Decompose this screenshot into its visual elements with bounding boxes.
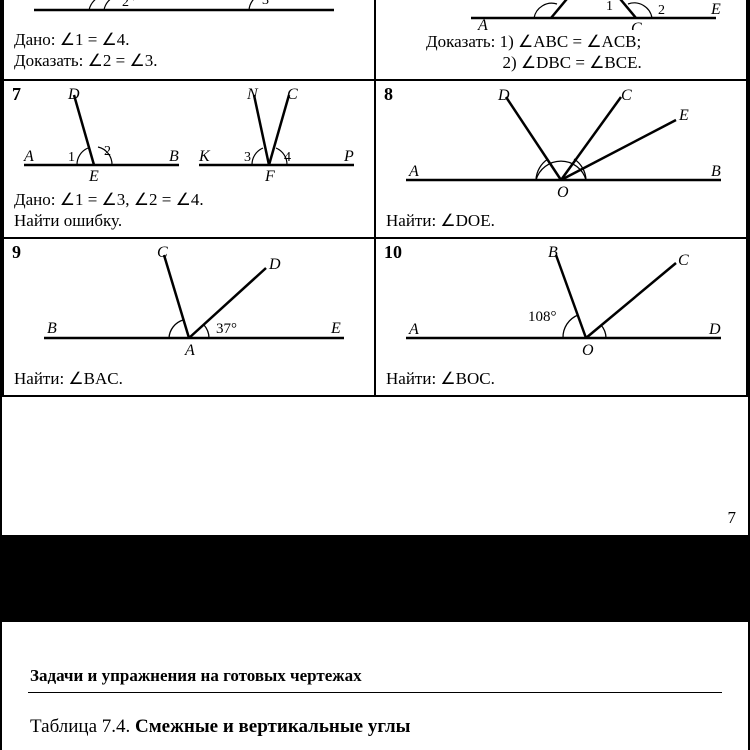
label-angle2: 2 [122, 0, 129, 10]
pt-E: E [88, 168, 99, 185]
label-a3: 3 [244, 150, 251, 165]
pt-C: C [157, 244, 168, 261]
label-a2: 2 [658, 3, 665, 18]
pt-F: F [264, 168, 275, 185]
pt-C: C [631, 20, 642, 30]
footer-rule [28, 692, 722, 693]
caption-10: Найти: ∠BOC. [386, 368, 495, 389]
diagram-6-tail: A C E 1 2 [376, 0, 746, 30]
pt-B: B [711, 163, 721, 180]
page: 2 3 Дано: ∠1 = ∠4. Доказать: ∠2 = ∠3. [0, 0, 750, 750]
diagram-8: A B O D C E [376, 85, 746, 205]
pt-B: B [47, 320, 57, 337]
label-a4: 4 [284, 150, 291, 165]
pt-P: P [343, 148, 354, 165]
pt-E: E [330, 320, 341, 337]
diagram-5-tail: 2 3 [4, 0, 369, 30]
pt-A: A [184, 342, 195, 359]
cell-6-tail: A C E 1 2 Доказать: 1) ∠ABC = ∠ACB; 2) ∠… [375, 0, 747, 80]
pt-C: C [287, 86, 298, 103]
pt-D: D [268, 256, 281, 273]
text-prove2: 2) ∠DBC = ∠BCE. [426, 53, 642, 72]
pt-O: O [582, 342, 594, 359]
cell-7: 7 A B D E 1 2 [3, 80, 375, 238]
caption-5: Дано: ∠1 = ∠4. Доказать: ∠2 = ∠3. [14, 29, 157, 72]
pt-B: B [548, 244, 558, 261]
pt-A: A [408, 321, 419, 338]
caption-9: Найти: ∠BAC. [14, 368, 123, 389]
pt-C: C [678, 252, 689, 269]
upper-area: 2 3 Дано: ∠1 = ∠4. Доказать: ∠2 = ∠3. [2, 0, 748, 535]
pt-E: E [678, 107, 689, 124]
pt-N: N [246, 86, 259, 103]
angle-val: 108° [528, 309, 557, 325]
pt-D: D [708, 321, 721, 338]
diagram-10: 108° A D O B C [376, 243, 746, 363]
pt-O: O [557, 184, 569, 201]
pt-E: E [710, 1, 721, 18]
lower-area: Задачи и упражнения на готовых чертежах … [2, 622, 748, 750]
pt-C: C [621, 87, 632, 104]
footer-line2: Таблица 7.4. Смежные и вертикальные углы [30, 716, 411, 738]
text-given: Дано: ∠1 = ∠4. [14, 30, 130, 49]
problem-grid: 2 3 Дано: ∠1 = ∠4. Доказать: ∠2 = ∠3. [2, 0, 748, 397]
label-a1: 1 [606, 0, 613, 14]
text-task: Найти: ∠BAC. [14, 369, 123, 388]
text-prove: Доказать: ∠2 = ∠3. [14, 51, 157, 70]
pt-D: D [497, 87, 510, 104]
cell-5-tail: 2 3 Дано: ∠1 = ∠4. Доказать: ∠2 = ∠3. [3, 0, 375, 80]
angle-val: 37° [216, 321, 237, 337]
pt-A: A [408, 163, 419, 180]
text-task: Найти: ∠BOC. [386, 369, 495, 388]
footer-bold: Смежные и вертикальные углы [135, 716, 410, 737]
cell-8: 8 A B O D C E [375, 80, 747, 238]
pt-B: B [169, 148, 179, 165]
cell-10: 10 108° A D O B C [375, 238, 747, 396]
diagram-9: 37° B E A C D [4, 243, 369, 363]
text-prove1: Доказать: 1) ∠ABC = ∠ACB; [426, 32, 641, 51]
label-angle3: 3 [262, 0, 269, 8]
page-number: 7 [728, 508, 737, 528]
caption-6: Доказать: 1) ∠ABC = ∠ACB; 2) ∠DBC = ∠BCE… [426, 31, 642, 74]
caption-7: Дано: ∠1 = ∠3, ∠2 = ∠4. Найти ошибку. [14, 189, 204, 232]
pt-K: K [198, 148, 211, 165]
pt-A: A [23, 148, 34, 165]
pt-D: D [67, 86, 80, 103]
cell-9: 9 37° B E A C D На [3, 238, 375, 396]
text-given: Дано: ∠1 = ∠3, ∠2 = ∠4. [14, 190, 204, 209]
label-a1: 1 [68, 150, 75, 165]
text-task: Найти ошибку. [14, 211, 122, 230]
footer-prefix: Таблица 7.4. [30, 716, 135, 737]
label-a2: 2 [104, 144, 111, 159]
text-task: Найти: ∠DOE. [386, 211, 495, 230]
pt-A: A [477, 17, 488, 30]
footer-line1: Задачи и упражнения на готовых чертежах [30, 666, 362, 686]
diagram-7: A B D E 1 2 K P N [4, 85, 369, 195]
caption-8: Найти: ∠DOE. [386, 210, 495, 231]
